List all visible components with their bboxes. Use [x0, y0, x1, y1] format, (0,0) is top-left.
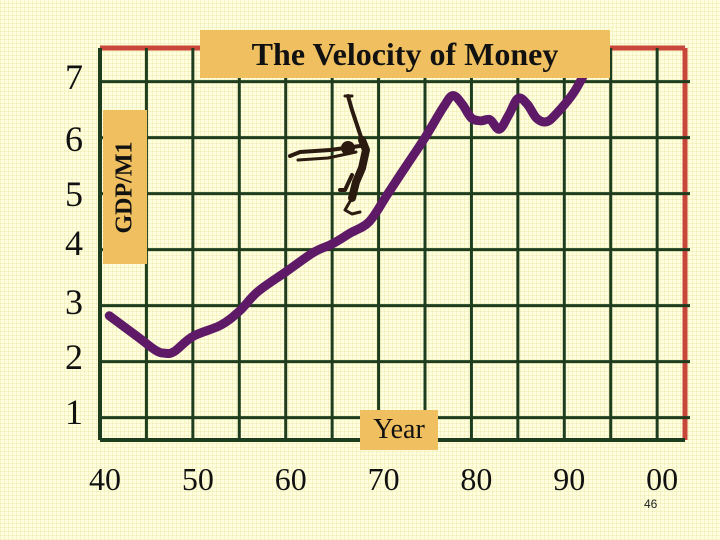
chart-title: The Velocity of Money [200, 30, 610, 78]
x-axis-label: Year [360, 410, 438, 450]
y-tick-labels: 1 2 3 4 5 6 7 [65, 57, 83, 432]
y-tick-label: 3 [65, 282, 83, 322]
x-tick-label: 60 [275, 461, 307, 497]
series-line [104, 37, 606, 358]
plot-frame [100, 45, 688, 440]
series-lines [104, 37, 606, 358]
x-tick-label: 40 [89, 461, 121, 497]
y-tick-label: 2 [65, 337, 83, 377]
x-tick-label: 50 [182, 461, 214, 497]
x-tick-label: 90 [553, 461, 585, 497]
y-axis-label: GDP/M1 [111, 141, 138, 233]
y-axis-label-box: GDP/M1 [103, 110, 147, 264]
y-tick-label: 5 [65, 174, 83, 214]
x-tick-label: 00 [646, 461, 678, 497]
y-tick-label: 7 [65, 57, 83, 97]
x-tick-labels: 40 50 60 70 80 90 00 [89, 461, 678, 497]
grid [98, 48, 690, 442]
diver-icon [288, 94, 370, 216]
y-tick-label: 1 [65, 392, 83, 432]
slide-number: 46 [644, 497, 658, 511]
x-tick-label: 80 [460, 461, 492, 497]
y-tick-label: 4 [65, 223, 83, 263]
y-tick-label: 6 [65, 119, 83, 159]
x-tick-label: 70 [368, 461, 400, 497]
